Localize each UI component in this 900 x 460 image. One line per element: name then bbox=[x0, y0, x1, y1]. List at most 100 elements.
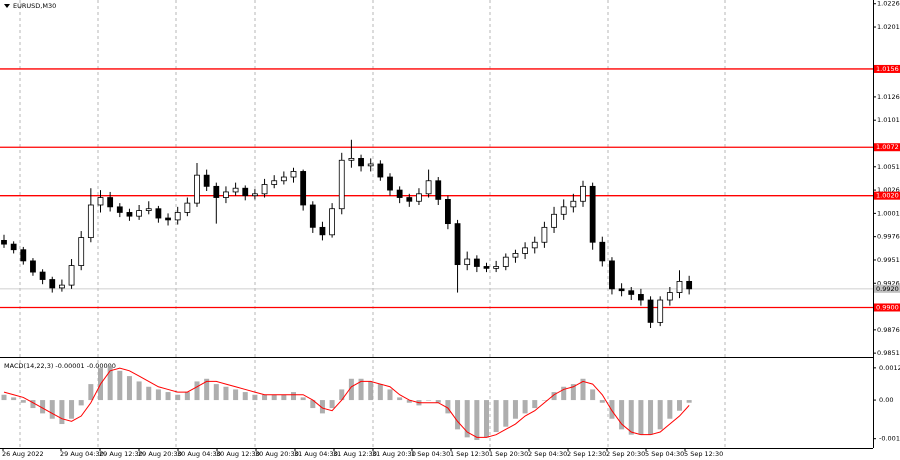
macd-bar bbox=[493, 400, 499, 433]
candle-body bbox=[647, 299, 654, 323]
candle-body bbox=[628, 290, 635, 295]
candle-body bbox=[78, 237, 85, 266]
x-tick-label: 31 Aug 04:30 bbox=[294, 450, 338, 458]
macd-bar bbox=[464, 400, 470, 438]
y-tick-label: 0.00121 bbox=[879, 364, 900, 372]
candle-body bbox=[454, 223, 461, 266]
candle-body bbox=[348, 157, 355, 161]
candle-body bbox=[638, 294, 644, 301]
macd-bar bbox=[435, 400, 441, 403]
candle-body bbox=[676, 280, 683, 293]
candle-body bbox=[686, 280, 693, 290]
candle-body bbox=[59, 284, 65, 289]
macd-bar bbox=[455, 400, 461, 430]
candle-body bbox=[251, 193, 258, 197]
macd-bar bbox=[252, 394, 258, 401]
x-tick-label: 29 Aug 12:30 bbox=[99, 450, 143, 458]
macd-bar bbox=[184, 392, 190, 401]
macd-bar bbox=[146, 386, 152, 401]
macd-bar bbox=[358, 378, 364, 401]
x-tick-label: 2 Sep 20:30 bbox=[606, 450, 645, 458]
macd-bar bbox=[88, 384, 94, 401]
candle-body bbox=[194, 174, 200, 204]
y-tick-label: 0.9976 bbox=[877, 233, 900, 241]
level-box bbox=[874, 64, 900, 73]
macd-bar bbox=[599, 400, 605, 403]
candle-body bbox=[522, 247, 528, 254]
level-box bbox=[874, 303, 900, 312]
candle-body bbox=[329, 208, 336, 236]
candle-body bbox=[280, 176, 287, 182]
x-tick-label: 2 Sep 12:30 bbox=[567, 450, 606, 458]
candle-body bbox=[657, 299, 664, 323]
candle-body bbox=[406, 197, 413, 202]
candle-body bbox=[271, 180, 278, 185]
macd-bar bbox=[59, 400, 65, 425]
candle-body bbox=[309, 204, 316, 228]
x-tick-label: 1 Sep 04:30 bbox=[411, 450, 450, 458]
candle-body bbox=[570, 200, 577, 208]
macd-bar bbox=[329, 400, 335, 409]
candle-body bbox=[261, 184, 268, 195]
macd-bar bbox=[213, 384, 219, 401]
x-tick-label: 30 Aug 12:30 bbox=[216, 450, 260, 458]
candle-body bbox=[49, 279, 56, 289]
indicator-title: MACD(14,22,3) -0.00001 -0.00000 bbox=[4, 362, 116, 370]
macd-bar bbox=[406, 400, 412, 403]
macd-bar bbox=[609, 400, 615, 419]
candle-body bbox=[97, 197, 104, 206]
candle-body bbox=[242, 187, 249, 197]
x-tick-label: 1 Sep 12:30 bbox=[450, 450, 489, 458]
macd-bar bbox=[522, 400, 528, 414]
macd-bar bbox=[69, 400, 75, 419]
macd-bar bbox=[78, 400, 84, 406]
macd-bar bbox=[11, 397, 17, 401]
v-grid bbox=[19, 0, 726, 448]
macd-bar bbox=[281, 394, 287, 401]
y-tick-label: 1.0126 bbox=[877, 93, 900, 101]
candle-body bbox=[367, 163, 374, 167]
candle-body bbox=[618, 288, 625, 292]
y-tick-label: -0.00145 bbox=[879, 435, 900, 443]
candle-body bbox=[599, 241, 606, 262]
candle-body bbox=[87, 204, 94, 238]
macd-bar bbox=[377, 384, 383, 401]
macd-bar bbox=[107, 365, 113, 401]
candle-body bbox=[358, 157, 364, 167]
x-tick-label: 30 Aug 04:30 bbox=[177, 450, 221, 458]
macd-bar bbox=[657, 400, 663, 430]
candle-body bbox=[107, 197, 114, 208]
candle-body bbox=[425, 180, 432, 195]
y-tick-label: 1.0051 bbox=[877, 163, 900, 171]
macd-bar bbox=[40, 400, 46, 414]
candle-body bbox=[502, 256, 509, 267]
macd-bar bbox=[1, 394, 7, 401]
y-tick-label: 1.0101 bbox=[877, 116, 900, 124]
candle-body bbox=[155, 208, 162, 219]
macd-bar bbox=[426, 400, 432, 401]
y-tick-label: 0.9876 bbox=[877, 326, 900, 334]
candle-body bbox=[551, 213, 557, 228]
macd-bar bbox=[551, 392, 557, 401]
macd-bar bbox=[686, 400, 692, 403]
candle-body bbox=[232, 187, 239, 193]
x-tick-label: 26 Aug 2022 bbox=[2, 450, 44, 458]
level-label: 1.0020 bbox=[876, 192, 899, 200]
macd-bar bbox=[590, 389, 596, 401]
macd-bar bbox=[397, 397, 403, 401]
candle-body bbox=[589, 185, 596, 243]
candle-body bbox=[531, 241, 538, 249]
candle-body bbox=[580, 185, 586, 202]
chart-title: EURUSD,M30 bbox=[13, 2, 56, 10]
macd-bar bbox=[262, 394, 268, 401]
macd-bar bbox=[503, 400, 509, 427]
level-box bbox=[874, 143, 900, 152]
candle-body bbox=[165, 217, 171, 221]
macd-bar bbox=[291, 392, 296, 401]
current-price-label: 0.9920 bbox=[876, 285, 899, 293]
candle-body bbox=[116, 206, 123, 213]
y-tick-label: 0.00 bbox=[879, 396, 893, 404]
frame bbox=[0, 0, 874, 449]
candle-body bbox=[174, 212, 181, 221]
